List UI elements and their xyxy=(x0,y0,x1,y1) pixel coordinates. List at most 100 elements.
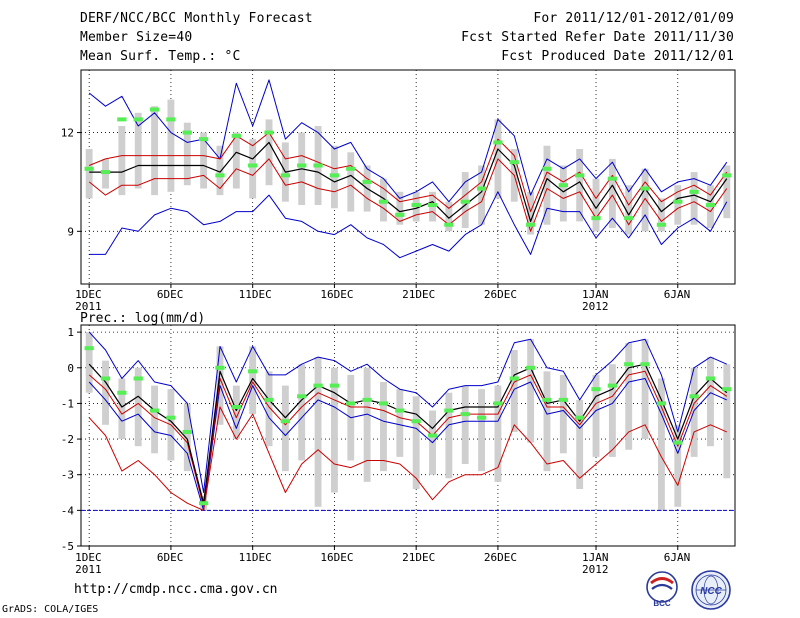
box-bar xyxy=(625,185,633,235)
member-marker xyxy=(558,183,568,188)
member-marker xyxy=(231,133,241,138)
outer-upper-line xyxy=(88,79,728,203)
precip-panel-title: Prec.: log(mm/d) xyxy=(80,311,205,326)
member-marker xyxy=(591,387,601,392)
inner-upper-line xyxy=(89,132,728,213)
member-marker xyxy=(198,501,209,506)
box-bar xyxy=(380,382,387,472)
member-marker xyxy=(362,397,372,402)
member-marker xyxy=(722,173,732,178)
member-marker xyxy=(525,365,536,370)
box-bar xyxy=(396,191,404,225)
x-tick-label: 6DEC xyxy=(157,288,184,301)
member-marker xyxy=(297,163,307,168)
x-tick-label: 6JAN xyxy=(664,288,691,301)
plot-frame xyxy=(80,324,736,547)
member-marker xyxy=(395,212,405,217)
box-bar xyxy=(707,357,714,447)
member-marker xyxy=(689,189,699,194)
member-marker xyxy=(607,383,618,388)
box-bar xyxy=(265,119,273,186)
box-bar xyxy=(657,198,665,232)
member-marker xyxy=(509,376,519,381)
x-tick-label: 1JAN xyxy=(582,288,609,301)
member-marker xyxy=(84,346,94,351)
member-marker xyxy=(624,362,634,367)
y-tick-label: 9 xyxy=(67,225,74,238)
bcc-logo-text: BCC xyxy=(653,599,671,608)
member-marker xyxy=(264,397,274,402)
member-marker xyxy=(329,383,340,388)
member-marker xyxy=(182,429,192,434)
ncc-logo-icon: NCC xyxy=(691,570,731,610)
y-tick-label: -5 xyxy=(61,540,74,553)
box-bar xyxy=(118,125,126,196)
member-marker xyxy=(476,186,487,191)
x-tick-label: 11DEC xyxy=(239,551,272,564)
box-bar xyxy=(527,339,535,443)
box-bar xyxy=(249,346,257,415)
member-marker xyxy=(640,362,650,367)
member-marker xyxy=(607,176,618,181)
member-marker xyxy=(362,179,372,184)
box-bar xyxy=(298,364,306,461)
box-bar xyxy=(723,364,731,479)
ensemble-mean-line xyxy=(88,363,728,504)
bcc-logo-icon: BCC xyxy=(646,571,678,608)
panel-2 xyxy=(77,324,736,550)
member-marker xyxy=(444,222,454,227)
member-marker xyxy=(264,130,274,135)
box-bar xyxy=(183,403,191,472)
box-bar xyxy=(167,99,175,192)
box-bar xyxy=(674,424,682,507)
source-url[interactable]: http://cmdp.ncc.cma.gov.cn xyxy=(74,582,278,597)
box-bar xyxy=(216,145,224,196)
box-bar xyxy=(134,367,142,447)
member-marker xyxy=(722,387,732,392)
member-marker xyxy=(100,376,111,381)
box-bar xyxy=(543,145,551,225)
member-size: Member Size=40 xyxy=(80,30,193,45)
member-marker xyxy=(624,216,634,221)
member-marker xyxy=(166,117,176,122)
member-marker xyxy=(575,173,585,178)
grads-credit: GrADS: COLA/IGES xyxy=(2,604,99,615)
y-tick-label: 12 xyxy=(61,127,74,140)
member-marker xyxy=(542,397,552,402)
member-marker xyxy=(509,160,519,165)
box-bar xyxy=(200,132,208,189)
box-bar xyxy=(478,389,486,472)
inner-upper-line xyxy=(88,370,728,508)
member-marker xyxy=(117,117,127,122)
y-tick-label: 1 xyxy=(67,326,74,339)
box-bar xyxy=(347,152,355,212)
member-marker xyxy=(640,186,650,191)
x-tick-label: 6DEC xyxy=(157,551,184,564)
member-marker xyxy=(427,433,438,438)
box-bar xyxy=(183,122,191,186)
fcst-produced-date: Fcst Produced Date 2011/12/01 xyxy=(501,49,734,64)
box-bar xyxy=(592,374,600,457)
inner-lower-line xyxy=(88,158,728,232)
outer-lower-line xyxy=(89,191,728,259)
box-bar xyxy=(314,357,322,507)
box-bar xyxy=(102,360,109,425)
x-tick-label: 16DEC xyxy=(320,288,353,301)
x-tick-label: 26DEC xyxy=(484,551,517,564)
member-marker xyxy=(133,117,143,122)
fcst-started-date: Fcst Started Refer Date 2011/11/30 xyxy=(461,30,734,45)
member-marker xyxy=(313,163,323,168)
box-bar xyxy=(494,385,502,482)
member-marker xyxy=(215,365,225,370)
box-bar xyxy=(592,178,600,232)
member-marker xyxy=(346,401,356,406)
x-tick-year-label: 2012 xyxy=(582,300,609,313)
member-marker xyxy=(575,415,585,420)
box-bar xyxy=(674,185,682,225)
box-bar xyxy=(543,371,551,472)
member-marker xyxy=(427,202,438,207)
box-bar xyxy=(396,389,404,457)
member-marker xyxy=(493,401,503,406)
member-marker xyxy=(248,163,258,168)
